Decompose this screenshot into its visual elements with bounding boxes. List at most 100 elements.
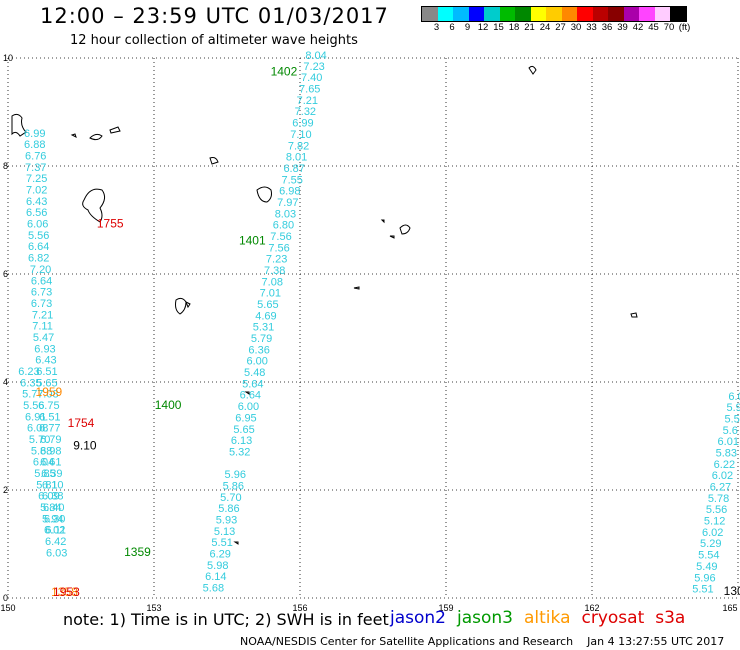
wave-height-value: 5.56	[706, 504, 727, 516]
wave-height-value: 6.43	[35, 355, 56, 367]
color-swatch	[608, 7, 624, 21]
color-scale-label: 36	[601, 22, 613, 33]
wave-height-value: 6.43	[26, 196, 47, 208]
pass-time-label: 1306	[724, 584, 740, 598]
wave-height-value: 6.93	[34, 343, 55, 355]
color-swatch	[499, 7, 515, 21]
color-scale-label: (ft)	[678, 22, 691, 33]
island-outline	[256, 186, 272, 203]
wave-height-value: 6.11	[45, 525, 66, 537]
wave-height-value: 6.22	[714, 459, 735, 471]
island-outline	[209, 157, 219, 165]
wave-height-value: 6.38	[42, 491, 63, 503]
wave-height-value: 5.47	[33, 332, 54, 344]
wave-height-value: 6.88	[24, 139, 45, 151]
wave-height-value: 6.98	[40, 445, 61, 457]
color-scale-label: 21	[524, 22, 535, 33]
wave-height-value: 6.56	[26, 207, 47, 219]
wave-height-value: 5.96	[694, 572, 715, 584]
wave-height-value: 5.78	[708, 493, 729, 505]
wave-height-value: 6.77	[39, 423, 60, 435]
wave-height-value: 5.65	[36, 377, 57, 389]
wave-height-value: 6.73	[31, 287, 52, 299]
island-outline	[89, 133, 103, 141]
wave-height-value: 5.70	[29, 434, 50, 446]
x-tick-label: 159	[438, 603, 453, 613]
wave-height-value: 6.29	[209, 549, 230, 561]
wave-height-value: 5.49	[696, 561, 717, 573]
wave-height-value: 5.65	[233, 424, 254, 436]
wave-height-value: 5.51	[211, 537, 232, 549]
island-outline	[11, 113, 27, 137]
wave-height-value: 6.06	[27, 219, 48, 231]
wave-height-value: 7.10	[290, 129, 311, 141]
x-tick-label: 162	[584, 603, 599, 613]
color-scale-label: 39	[617, 22, 628, 33]
island-outline	[175, 297, 187, 315]
x-tick-label: 156	[292, 603, 307, 613]
wave-height-value: 6.36	[248, 344, 269, 356]
map-grid	[7, 57, 739, 599]
wave-height-value: 5.85	[34, 468, 55, 480]
wave-height-value: 6.40	[43, 502, 64, 514]
wave-height-value: 5.86	[223, 480, 244, 492]
wave-height-value: 6.64	[31, 275, 52, 287]
wave-height-value: 6.03	[46, 547, 67, 559]
wave-height-value: 7.82	[288, 140, 309, 152]
color-swatch	[484, 7, 500, 21]
color-scale-label: 33	[586, 22, 597, 33]
legend-jason3: jason3	[457, 608, 513, 628]
color-scale-label: 70	[663, 22, 675, 33]
wave-height-value: 6.51	[36, 366, 57, 378]
color-swatch	[546, 7, 562, 21]
wave-height-value: 7.02	[26, 185, 47, 197]
wave-height-value: 5.86	[218, 503, 239, 515]
legend-cryosat: cryosat	[581, 608, 645, 628]
color-scale-label: 42	[632, 22, 644, 33]
wave-height-value: 8.03	[275, 208, 296, 220]
island-outline	[82, 188, 106, 223]
wave-height-value: 7.37	[25, 162, 46, 174]
pass-time-label: 1953	[53, 585, 80, 599]
wave-height-value: 6.14	[205, 571, 226, 583]
wave-height-value: 6.01	[718, 436, 739, 448]
wave-height-value: 8.01	[286, 152, 307, 164]
pass-time-label: 1755	[97, 217, 124, 231]
wave-height-value: 6.75	[38, 400, 59, 412]
wave-height-value: 7.32	[295, 106, 316, 118]
wave-height-value: 5.79	[251, 333, 272, 345]
island-outline	[353, 286, 360, 290]
color-swatch	[561, 7, 577, 21]
wave-height-value: 6.87	[283, 163, 304, 175]
color-scale-label: 18	[508, 22, 520, 33]
wave-height-value: 5.29	[700, 538, 721, 550]
footnote: note: 1) Time is in UTC; 2) SWH is in fe…	[63, 610, 389, 629]
wave-height-value: 6.39	[41, 468, 62, 480]
wave-height-value: 7.25	[26, 173, 47, 185]
wave-height-value: 5.9	[726, 402, 740, 414]
wave-height-value: 5.96	[225, 469, 246, 481]
color-scale-labels: 3 6 9 12 15 18 21 24 27 30 33 36 39 42 45 70 (ft)	[421, 22, 740, 34]
wave-height-value: 5.65	[257, 299, 278, 311]
wave-height-value: 6.82	[28, 253, 49, 265]
y-tick-label: 6	[3, 269, 8, 279]
wave-height-value: 7.23	[303, 61, 324, 73]
pass-time-label: 1402	[271, 64, 298, 78]
wave-height-value: 5.81	[36, 479, 57, 491]
wave-height-value: 6.98	[279, 186, 300, 198]
wave-height-value: 5.70	[220, 492, 241, 504]
color-scale-label: 3	[433, 22, 440, 33]
wave-height-value: 7.65	[299, 84, 320, 96]
wave-height-value: 5.6	[723, 425, 738, 437]
wave-height-value: 6.09	[38, 491, 59, 503]
pass-time-label: 9.10	[73, 439, 97, 453]
axis-tick-labels: 150 153 156 159 162 165 0 2 4 6 8 10	[0, 53, 737, 613]
color-scale-label: 6	[449, 22, 455, 33]
pass-time-label: 1959	[36, 385, 63, 399]
island-outline	[380, 219, 385, 224]
wave-height-value: 7.40	[301, 72, 322, 84]
altimeter-tracks: 8.047.237.407.657.217.326.997.107.828.01…	[18, 50, 740, 596]
wave-height-value: 7.23	[266, 254, 287, 266]
color-scale-label: 27	[555, 22, 566, 33]
